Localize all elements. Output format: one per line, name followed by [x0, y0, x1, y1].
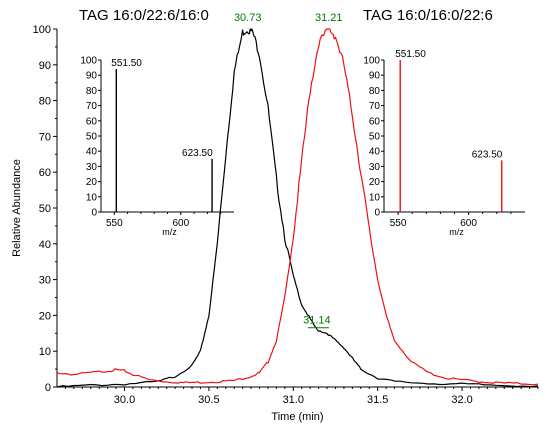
- peak-label: 31.21: [315, 12, 343, 24]
- inset-x-axis-title: m/z: [449, 227, 464, 237]
- inset-y-tick-label: 40: [86, 147, 98, 158]
- x-tick-label: 30.5: [198, 394, 219, 406]
- inset-y-tick-label: 10: [369, 192, 381, 203]
- y-tick-label: 40: [39, 239, 51, 251]
- inset-x-tick-label: 600: [460, 218, 477, 229]
- spectrum-peak-label: 551.50: [395, 49, 426, 60]
- inset-y-tick-label: 20: [369, 177, 381, 188]
- x-tick-label: 32.0: [451, 394, 472, 406]
- peak-label: 31.14: [303, 315, 331, 327]
- series-line-0: [56, 28, 539, 388]
- y-tick-label: 100: [33, 24, 51, 36]
- inset-y-tick-label: 90: [369, 71, 381, 82]
- inset-y-tick-label: 60: [369, 116, 381, 127]
- inset-y-tick-label: 80: [369, 86, 381, 97]
- inset-y-tick-label: 100: [363, 56, 380, 67]
- inset-x-tick-label: 550: [106, 218, 123, 229]
- inset-y-tick-label: 40: [369, 147, 381, 158]
- spectrum-peak-label: 551.50: [111, 58, 142, 69]
- y-tick-label: 60: [39, 167, 51, 179]
- x-tick-label: 31.5: [367, 394, 388, 406]
- peak-label: 30.73: [234, 12, 262, 24]
- x-tick-label: 31.0: [283, 394, 304, 406]
- y-tick-label: 30: [39, 275, 51, 287]
- y-tick-label: 70: [39, 131, 51, 143]
- series-line-1: [56, 28, 539, 386]
- inset-y-tick-label: 30: [86, 162, 98, 173]
- inset-title: TAG 16:0/22:6/16:0: [79, 7, 209, 24]
- inset-x-tick-label: 600: [172, 218, 189, 229]
- inset-y-tick-label: 0: [91, 208, 97, 219]
- inset-y-tick-label: 90: [86, 71, 98, 82]
- inset-x-axis-title: m/z: [162, 227, 177, 237]
- inset-spectrum-right: TAG 16:0/16:0/22:6 0 10 20 30 40 50 60 70 80 90 100…: [363, 7, 525, 237]
- inset-y-tick-label: 50: [369, 132, 381, 143]
- y-tick-label: 20: [39, 310, 51, 322]
- inset-y-tick-label: 60: [86, 116, 98, 127]
- inset-y-tick-label: 10: [86, 192, 98, 203]
- inset-x-tick-label: 550: [390, 218, 407, 229]
- inset-y-tick-label: 80: [86, 86, 98, 97]
- inset-y-tick-label: 30: [369, 162, 381, 173]
- inset-y-tick-label: 100: [80, 56, 97, 67]
- inset-title: TAG 16:0/16:0/22:6: [363, 7, 493, 24]
- y-tick-label: 50: [39, 203, 51, 215]
- y-tick-label: 80: [39, 96, 51, 108]
- inset-y-tick-label: 20: [86, 177, 98, 188]
- y-axis-title: Relative Abundance: [11, 159, 23, 257]
- y-tick-label: 90: [39, 60, 51, 72]
- inset-y-tick-label: 70: [369, 101, 381, 112]
- x-axis-title: Time (min): [271, 411, 323, 423]
- inset-spectrum-left: TAG 16:0/22:6/16:0 0 10 20 30 40 50 60 70 80 90 100…: [79, 7, 234, 237]
- spectrum-peak-label: 623.50: [182, 148, 213, 159]
- inset-y-tick-label: 50: [86, 132, 98, 143]
- inset-y-tick-label: 70: [86, 101, 98, 112]
- x-tick-label: 30.0: [114, 394, 135, 406]
- y-tick-label: 10: [39, 346, 51, 358]
- y-tick-label: 0: [45, 382, 51, 394]
- spectrum-peak-label: 623.50: [472, 149, 503, 160]
- inset-y-tick-label: 0: [374, 208, 380, 219]
